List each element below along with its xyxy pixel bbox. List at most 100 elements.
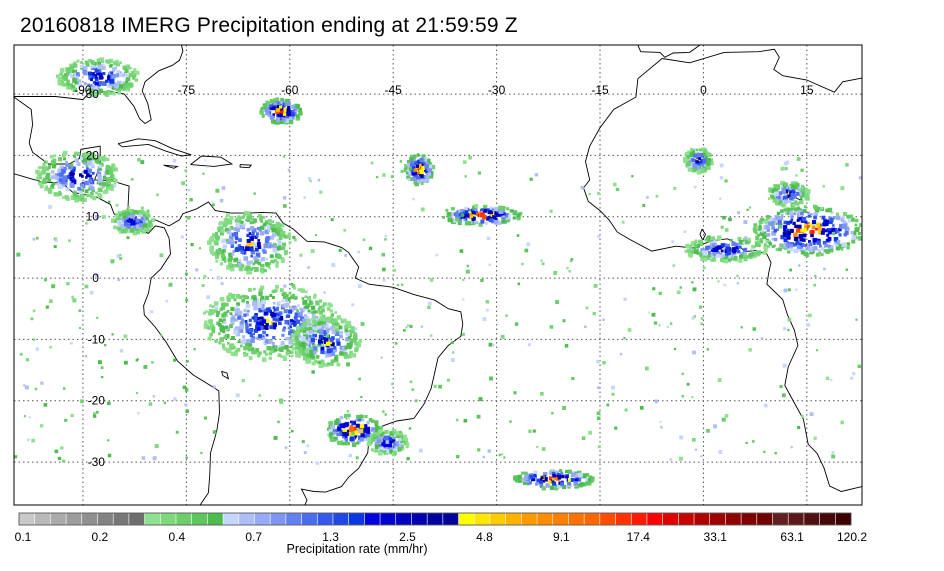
precip-cell [113,181,117,185]
precip-cell [257,262,261,266]
precip-cell [762,221,766,224]
precip-cell [325,324,329,328]
precip-cell [124,222,127,226]
colorbar-swatch [819,512,836,526]
precip-cell [793,184,798,189]
precip-cell [822,240,827,245]
precip-cell [588,192,591,195]
precip-cell [42,179,47,185]
precip-cell [85,152,89,156]
colorbar-swatch [630,512,648,526]
precip-cell [253,329,258,333]
precip-cell [774,191,779,197]
precip-cell [290,110,294,114]
precip-cell [790,218,794,222]
precip-cell [328,428,333,433]
precip-cell [130,71,136,76]
precip-cell [326,352,332,357]
precip-cell [802,233,807,238]
precip-cell [56,193,60,197]
lon-tick-label: 15 [800,83,814,97]
precip-cell [241,318,244,322]
precip-cell [472,211,476,214]
precip-cell [711,243,715,247]
precip-cell [743,257,748,262]
precip-cell [671,240,675,244]
precip-cell [306,325,310,329]
precip-cell [526,476,531,481]
precip-cell [388,444,393,448]
precip-cell [269,254,274,259]
precip-cell [293,322,297,327]
precip-cell [373,430,376,433]
precip-cell [751,244,755,249]
precip-cell [273,242,277,246]
precip-cell [96,160,100,165]
precip-cluster [327,413,383,448]
precip-cell [389,446,393,450]
precip-cell [89,194,93,198]
precip-cell [101,65,106,70]
precip-cell [679,286,682,289]
precip-cell [118,227,122,232]
precip-cell [319,317,325,322]
precip-cell [32,309,36,313]
precip-cell [430,334,433,337]
precip-cell [112,168,116,172]
precip-cell [248,232,252,235]
precip-cell [277,317,282,321]
coastline-segment [239,164,253,169]
precip-cell [859,223,862,228]
precip-cell [246,296,250,300]
precip-cell [243,353,247,357]
precip-cell [49,346,52,349]
precip-cell [142,213,147,218]
precip-cell [139,209,144,215]
precip-cell [221,186,226,190]
colorbar-swatch [756,512,774,526]
precip-cell [296,325,300,330]
precip-cell [60,179,66,185]
precip-cell [797,426,801,430]
colorbar-swatch [646,512,664,526]
precip-cluster [259,97,303,125]
precip-cell [156,193,159,197]
precip-cell [378,439,384,444]
precip-cell [655,194,659,198]
precip-cell [766,232,771,237]
colorbar-tick-label: 1.3 [322,530,339,544]
precip-cell [795,191,799,196]
precip-cell [403,167,408,173]
precip-cell [135,218,140,223]
precip-cell [567,485,571,489]
precip-cell [567,478,572,482]
precip-cell [792,203,796,207]
precip-cell [214,309,218,313]
precip-cell [494,207,498,211]
precip-cell [69,182,74,188]
precip-cell [752,327,757,331]
precip-cell [502,210,505,213]
precip-cell [310,346,315,351]
precip-cell [342,439,345,443]
precip-cell [257,354,261,358]
precip-cell [218,222,222,226]
precip-cell [557,484,561,489]
precip-cell [198,247,201,250]
precip-cell [249,333,254,338]
precip-cell [363,437,367,441]
precip-cell [294,337,299,342]
precip-cell [255,325,260,330]
precip-cell [366,441,371,447]
precip-cell [318,305,322,309]
precip-cell [365,426,371,432]
precip-cell [97,86,100,90]
precip-cell [307,318,310,322]
precip-cell [498,453,502,457]
precip-cell [591,476,595,481]
precip-cell [77,196,83,202]
precip-cell [829,221,833,225]
precip-cell [549,485,555,490]
precip-cell [241,298,246,303]
precip-cell [288,241,292,244]
